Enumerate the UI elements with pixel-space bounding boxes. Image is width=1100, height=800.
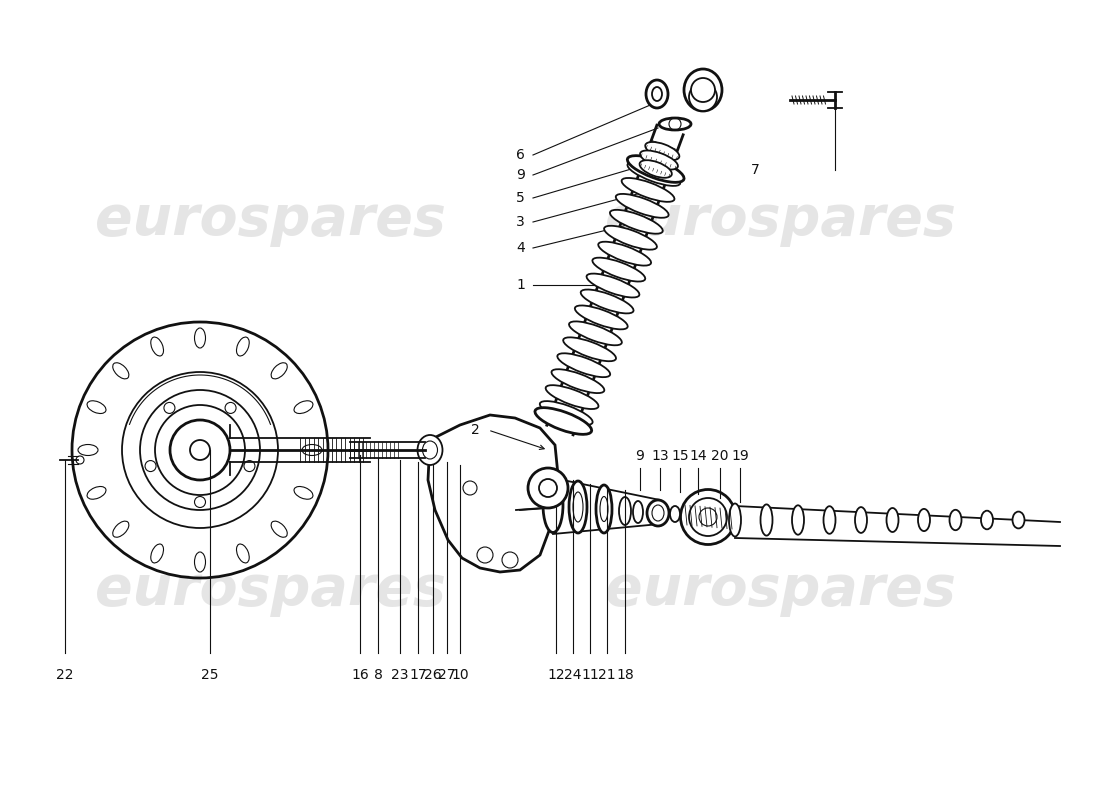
Ellipse shape xyxy=(627,156,684,182)
Ellipse shape xyxy=(302,445,322,455)
Ellipse shape xyxy=(546,385,598,409)
Ellipse shape xyxy=(729,503,741,537)
Text: 10: 10 xyxy=(451,668,469,682)
Ellipse shape xyxy=(632,501,644,523)
Text: 21: 21 xyxy=(598,668,616,682)
Text: 20: 20 xyxy=(712,449,728,463)
Ellipse shape xyxy=(543,478,563,533)
Text: 2: 2 xyxy=(471,423,480,437)
Ellipse shape xyxy=(646,142,680,160)
Ellipse shape xyxy=(236,544,250,563)
Ellipse shape xyxy=(640,150,678,170)
Text: 18: 18 xyxy=(616,668,634,682)
Text: 5: 5 xyxy=(516,191,525,205)
Ellipse shape xyxy=(558,354,611,377)
Text: 9: 9 xyxy=(516,168,525,182)
Text: 3: 3 xyxy=(516,215,525,229)
Ellipse shape xyxy=(87,486,106,499)
Ellipse shape xyxy=(569,481,587,533)
Ellipse shape xyxy=(619,497,631,525)
Ellipse shape xyxy=(563,338,616,362)
Text: 9: 9 xyxy=(636,449,645,463)
Text: 12: 12 xyxy=(547,668,564,682)
Ellipse shape xyxy=(593,258,646,282)
Ellipse shape xyxy=(112,362,129,379)
Ellipse shape xyxy=(294,401,313,414)
Text: 8: 8 xyxy=(374,668,383,682)
Text: 25: 25 xyxy=(201,668,219,682)
Text: 26: 26 xyxy=(425,668,442,682)
Ellipse shape xyxy=(78,445,98,455)
Ellipse shape xyxy=(151,544,164,563)
Text: eurospares: eurospares xyxy=(95,563,446,617)
Ellipse shape xyxy=(855,507,867,533)
Ellipse shape xyxy=(647,500,669,526)
Ellipse shape xyxy=(681,490,736,545)
Text: eurospares: eurospares xyxy=(605,563,956,617)
Ellipse shape xyxy=(621,178,674,202)
Text: 24: 24 xyxy=(564,668,582,682)
Ellipse shape xyxy=(684,69,722,111)
Ellipse shape xyxy=(646,80,668,108)
Ellipse shape xyxy=(87,401,106,414)
Ellipse shape xyxy=(581,290,634,314)
Text: eurospares: eurospares xyxy=(605,193,956,247)
Text: 6: 6 xyxy=(516,148,525,162)
Ellipse shape xyxy=(551,370,604,393)
Ellipse shape xyxy=(981,510,993,530)
Ellipse shape xyxy=(609,210,663,234)
Ellipse shape xyxy=(1012,512,1024,528)
Ellipse shape xyxy=(598,242,651,266)
Text: 4: 4 xyxy=(516,241,525,255)
Text: 13: 13 xyxy=(651,449,669,463)
Circle shape xyxy=(691,78,715,102)
Text: 16: 16 xyxy=(351,668,369,682)
Ellipse shape xyxy=(824,506,836,534)
Text: 19: 19 xyxy=(732,449,749,463)
Ellipse shape xyxy=(616,194,669,218)
Ellipse shape xyxy=(535,408,592,434)
Ellipse shape xyxy=(760,504,772,536)
Text: 23: 23 xyxy=(392,668,409,682)
Ellipse shape xyxy=(887,508,899,532)
Ellipse shape xyxy=(792,506,804,534)
Ellipse shape xyxy=(112,521,129,538)
Ellipse shape xyxy=(151,337,164,356)
Ellipse shape xyxy=(689,83,717,111)
Ellipse shape xyxy=(596,485,612,533)
Ellipse shape xyxy=(670,506,680,522)
Text: eurospares: eurospares xyxy=(95,193,446,247)
Text: 1: 1 xyxy=(516,278,525,292)
Text: 22: 22 xyxy=(56,668,74,682)
Ellipse shape xyxy=(569,322,622,346)
Ellipse shape xyxy=(418,435,442,465)
Text: 27: 27 xyxy=(438,668,455,682)
Ellipse shape xyxy=(575,306,628,330)
Ellipse shape xyxy=(294,486,313,499)
Ellipse shape xyxy=(195,328,206,348)
Ellipse shape xyxy=(659,118,691,130)
Ellipse shape xyxy=(236,337,250,356)
Ellipse shape xyxy=(949,510,961,530)
Ellipse shape xyxy=(639,160,672,178)
Circle shape xyxy=(528,468,568,508)
Ellipse shape xyxy=(586,274,639,298)
Ellipse shape xyxy=(540,401,593,425)
Ellipse shape xyxy=(604,226,657,250)
Text: 11: 11 xyxy=(581,668,598,682)
Ellipse shape xyxy=(918,509,930,531)
Text: 17: 17 xyxy=(409,668,427,682)
Ellipse shape xyxy=(271,521,287,538)
Ellipse shape xyxy=(195,552,206,572)
Text: 7: 7 xyxy=(750,163,759,177)
Ellipse shape xyxy=(627,162,680,186)
Ellipse shape xyxy=(271,362,287,379)
Text: 14: 14 xyxy=(690,449,707,463)
Text: 15: 15 xyxy=(671,449,689,463)
